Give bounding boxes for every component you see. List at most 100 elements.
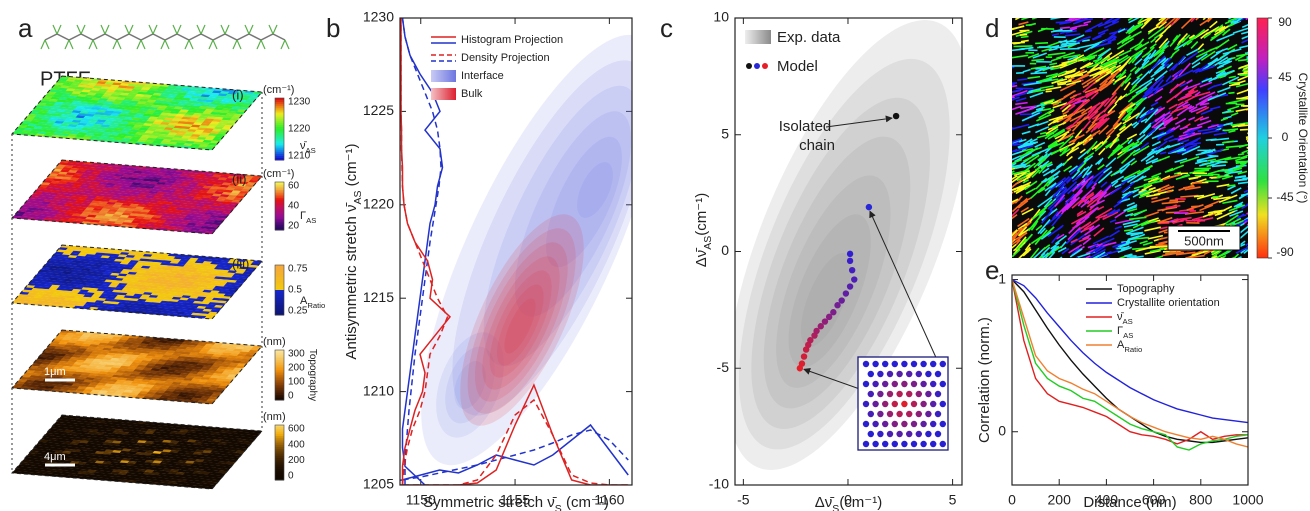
fibril bbox=[1248, 34, 1257, 36]
legend-dot bbox=[762, 63, 768, 69]
x-axis-label: Δν̄S(cm⁻¹) bbox=[815, 494, 882, 511]
lattice-chain bbox=[892, 421, 898, 427]
lattice-chain bbox=[887, 431, 893, 437]
scale-bar-label: 1μm bbox=[44, 366, 66, 378]
fluorine-bond bbox=[149, 25, 153, 34]
fibril bbox=[1228, 93, 1234, 94]
lattice-chain bbox=[877, 391, 883, 397]
molecule-backbone bbox=[45, 34, 285, 40]
text-part: Antisymmetric stretch ν̄ bbox=[343, 203, 360, 360]
fibril bbox=[1035, 43, 1048, 44]
fibril bbox=[1074, 12, 1083, 13]
text-part: AS bbox=[702, 236, 714, 250]
text-part: (cm⁻¹) bbox=[693, 193, 710, 236]
lattice-chain bbox=[935, 411, 941, 417]
colorbar-tick-label: 200 bbox=[288, 455, 305, 466]
fluorine-bond bbox=[245, 25, 249, 34]
fibril bbox=[1181, 7, 1187, 13]
fluorine-bond bbox=[189, 40, 193, 49]
y-tick-label: -10 bbox=[709, 476, 729, 492]
fibril bbox=[1093, 14, 1109, 16]
fluorine-bond bbox=[233, 40, 237, 49]
fibril bbox=[1052, 16, 1063, 18]
lattice-chain bbox=[916, 391, 922, 397]
lattice-chain bbox=[911, 421, 917, 427]
colorbar-unit: (nm) bbox=[263, 336, 286, 348]
fluorine-bond bbox=[69, 40, 73, 49]
fluorine-bond bbox=[89, 40, 93, 49]
fibril bbox=[1229, 13, 1241, 18]
fibril bbox=[1105, 14, 1113, 16]
fluorine-bond bbox=[113, 40, 117, 49]
colorbar-tick-label: 1230 bbox=[288, 97, 311, 108]
colorbar-tick-label: 600 bbox=[288, 424, 305, 435]
fibril bbox=[1197, 6, 1211, 18]
colorbar-tick-label: 0.25 bbox=[288, 306, 308, 317]
fibril bbox=[1136, 7, 1145, 15]
fibril bbox=[1124, 230, 1133, 231]
colorbar-unit: (nm) bbox=[263, 411, 286, 423]
lattice-chain bbox=[863, 441, 869, 447]
fluorine-bond bbox=[225, 25, 229, 34]
colorbar-tick-label: 400 bbox=[288, 439, 305, 450]
lattice-chain bbox=[930, 401, 936, 407]
y-tick-label: 5 bbox=[721, 125, 729, 141]
fluorine-bond bbox=[65, 40, 69, 49]
lattice-chain bbox=[896, 431, 902, 437]
scale-bar-label: 4μm bbox=[44, 451, 66, 463]
lattice-chain bbox=[877, 411, 883, 417]
lattice-chain bbox=[901, 421, 907, 427]
lattice-chain bbox=[925, 391, 931, 397]
fibril bbox=[1021, 36, 1029, 37]
fluorine-bond bbox=[165, 40, 169, 49]
fibril bbox=[1127, 2, 1144, 13]
lattice-chain bbox=[887, 371, 893, 377]
colorbar-tick-label: 1220 bbox=[288, 124, 311, 135]
fibril bbox=[1007, 13, 1016, 16]
panel-a: PTFE(i)(cm⁻¹)123012201210ν̄AS(ii)(cm⁻¹)6… bbox=[12, 25, 325, 489]
fibril bbox=[1245, 52, 1253, 53]
text-part: S bbox=[832, 503, 839, 511]
panel-label: a bbox=[18, 13, 33, 43]
fibril bbox=[1068, 257, 1079, 262]
lattice-chain bbox=[930, 421, 936, 427]
lattice-chain bbox=[863, 361, 869, 367]
y-tick-label: 1220 bbox=[363, 196, 394, 212]
colorbar-tick-label: 100 bbox=[288, 377, 305, 388]
y-axis-label: Antisymmetric stretch ν̄AS (cm⁻¹) bbox=[343, 143, 364, 359]
fibril bbox=[1097, 13, 1104, 15]
y-tick-label: 1225 bbox=[363, 102, 394, 118]
lattice-chain bbox=[925, 371, 931, 377]
fibril bbox=[1084, 16, 1091, 18]
fluorine-bond bbox=[221, 25, 225, 34]
model-point bbox=[799, 360, 805, 366]
lattice-chain bbox=[863, 401, 869, 407]
lattice-chain bbox=[940, 361, 946, 367]
map-layer bbox=[12, 160, 262, 234]
lattice-chain bbox=[896, 371, 902, 377]
lattice-chain bbox=[882, 401, 888, 407]
fluorine-bond bbox=[41, 40, 45, 49]
fluorine-bond bbox=[285, 40, 289, 49]
colorbar-tick-label: 200 bbox=[288, 363, 305, 374]
fibril bbox=[1247, 56, 1257, 57]
fluorine-bond bbox=[77, 25, 81, 34]
fluorine-bond bbox=[197, 25, 201, 34]
y-tick-label: 0 bbox=[721, 242, 729, 258]
fluorine-bond bbox=[129, 25, 133, 34]
fibril bbox=[1249, 22, 1256, 24]
lattice-chain bbox=[920, 421, 926, 427]
lattice-chain bbox=[911, 361, 917, 367]
fibril bbox=[1057, 13, 1074, 15]
fluorine-bond bbox=[213, 40, 217, 49]
lattice-chain bbox=[882, 361, 888, 367]
y-tick-label: 1205 bbox=[363, 476, 394, 492]
fibril bbox=[1056, 22, 1072, 23]
x-projection-line bbox=[383, 425, 628, 483]
lattice-chain bbox=[901, 401, 907, 407]
model-point bbox=[847, 251, 853, 257]
model-point bbox=[866, 204, 872, 210]
lattice-chain bbox=[896, 411, 902, 417]
fibril bbox=[1247, 131, 1257, 133]
lattice-chain bbox=[868, 391, 874, 397]
